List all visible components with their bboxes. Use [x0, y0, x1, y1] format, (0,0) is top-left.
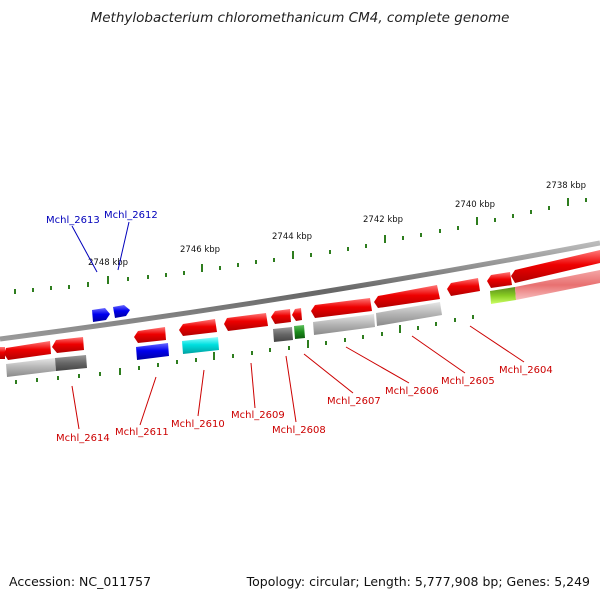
feature-band-2606 — [376, 302, 442, 326]
gene-label-mchl-2606: Mchl_2606 — [385, 386, 439, 397]
gene-mchl-2608-a[interactable] — [271, 309, 291, 324]
leader-line-2612 — [117, 221, 130, 271]
ruler-label-2744: 2744 kbp — [272, 232, 312, 242]
feature-band-2604-pink — [515, 270, 600, 300]
gene-mchl-2614-a[interactable] — [4, 341, 51, 360]
gene-mchl-2608-b[interactable] — [292, 308, 302, 321]
ruler-label-2742: 2742 kbp — [363, 215, 403, 225]
gene-label-mchl-2608: Mchl_2608 — [272, 425, 326, 436]
gene-mchl-2610[interactable] — [179, 319, 217, 336]
feature-band-2604-lime — [490, 287, 516, 304]
gene-mchl-2614-b[interactable] — [52, 337, 84, 353]
leader-line-2613 — [71, 225, 98, 273]
feature-band-2611 — [136, 343, 169, 360]
ruler-label-2740: 2740 kbp — [455, 200, 495, 210]
gene-mchl-2604-a[interactable] — [487, 272, 512, 288]
map-title: Methylobacterium chloromethanicum CM4, c… — [90, 10, 510, 26]
inner-ruler-ticks — [15, 315, 474, 384]
gene-label-mchl-2605: Mchl_2605 — [441, 376, 495, 387]
ruler-label-2748: 2748 kbp — [88, 258, 128, 268]
gene-label-mchl-2610: Mchl_2610 — [171, 419, 225, 430]
gene-mchl-2609[interactable] — [224, 313, 268, 331]
ruler-label-2738: 2738 kbp — [546, 181, 586, 191]
gene-label-mchl-2614: Mchl_2614 — [56, 433, 110, 444]
gene-label-mchl-2604: Mchl_2604 — [499, 365, 553, 376]
feature-band-2607 — [313, 314, 375, 335]
gene-mchl-2611[interactable] — [134, 327, 166, 343]
gene-mchl-2605[interactable] — [447, 278, 480, 296]
feature-band-2614-b — [55, 355, 87, 371]
accession-text: Accession: NC_011757 — [9, 574, 152, 589]
gene-mchl-2612[interactable] — [113, 305, 130, 318]
gene-mchl-2607[interactable] — [311, 298, 372, 318]
gene-mchl-2606[interactable] — [374, 285, 440, 308]
topology-text: Topology: circular; Length: 5,777,908 bp… — [246, 574, 590, 589]
feature-band-2608-green — [294, 325, 305, 339]
feature-band-2614-a — [6, 358, 56, 377]
outer-ruler-ticks — [14, 198, 587, 294]
gene-label-mchl-2611: Mchl_2611 — [115, 427, 169, 438]
gene-mchl-2604-b[interactable] — [511, 250, 600, 283]
gene-label-mchl-2612: Mchl_2612 — [104, 210, 158, 221]
feature-band-2608-dark — [273, 327, 293, 342]
ruler-label-2746: 2746 kbp — [180, 245, 220, 255]
gene-label-mchl-2609: Mchl_2609 — [231, 410, 285, 421]
genome-backbone — [0, 240, 600, 342]
feature-band-2610 — [182, 337, 219, 354]
red-leader-lines — [71, 325, 525, 430]
gene-label-mchl-2607: Mchl_2607 — [327, 396, 381, 407]
gene-reverse-a[interactable] — [0, 347, 5, 359]
gene-label-mchl-2613: Mchl_2613 — [46, 215, 100, 226]
gene-mchl-2613[interactable] — [92, 308, 110, 322]
